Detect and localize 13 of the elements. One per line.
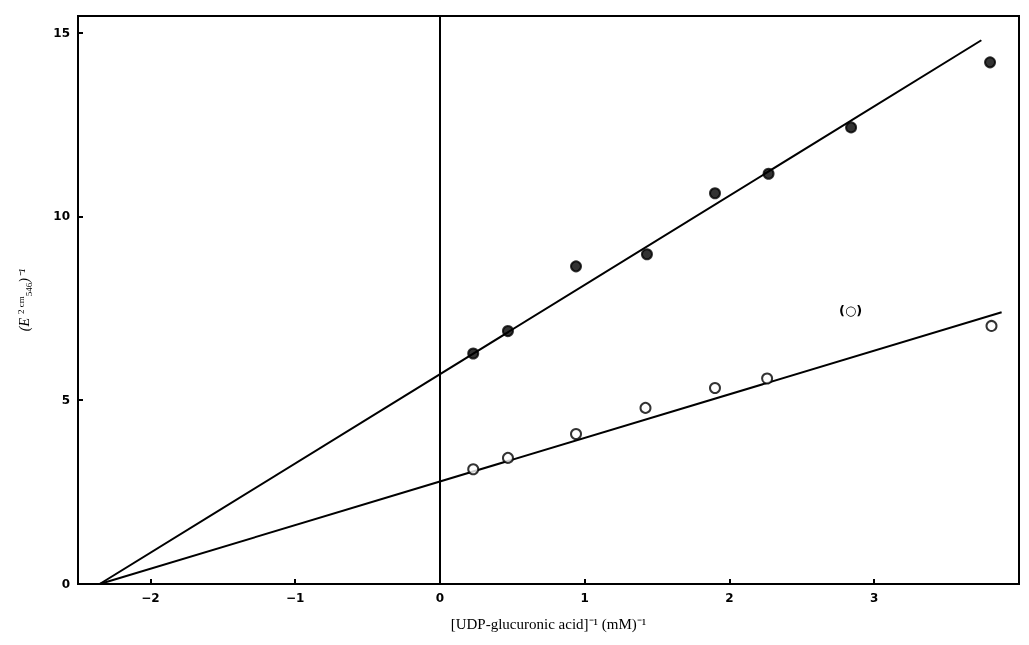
x-tick-label: 0 — [435, 591, 445, 605]
y-tick-label: 10 — [53, 209, 70, 224]
y-tick-label: 5 — [61, 393, 70, 408]
x-tick-label: −2 — [141, 591, 160, 605]
y-tick-label: 0 — [61, 577, 70, 591]
x-tick-label: 1 — [580, 591, 589, 605]
x-axis-title: [UDP-glucuronic acid]⁻¹ (mM)⁻¹ — [450, 615, 647, 633]
x-tick-label: 2 — [725, 591, 734, 605]
x-tick-label: −1 — [285, 591, 305, 605]
annotation: (○) — [839, 303, 863, 318]
y-tick-label: 15 — [53, 25, 70, 40]
x-tick-label: 3 — [870, 591, 879, 605]
y-axis-title: (E2 cm546)⁻¹ — [15, 268, 34, 332]
